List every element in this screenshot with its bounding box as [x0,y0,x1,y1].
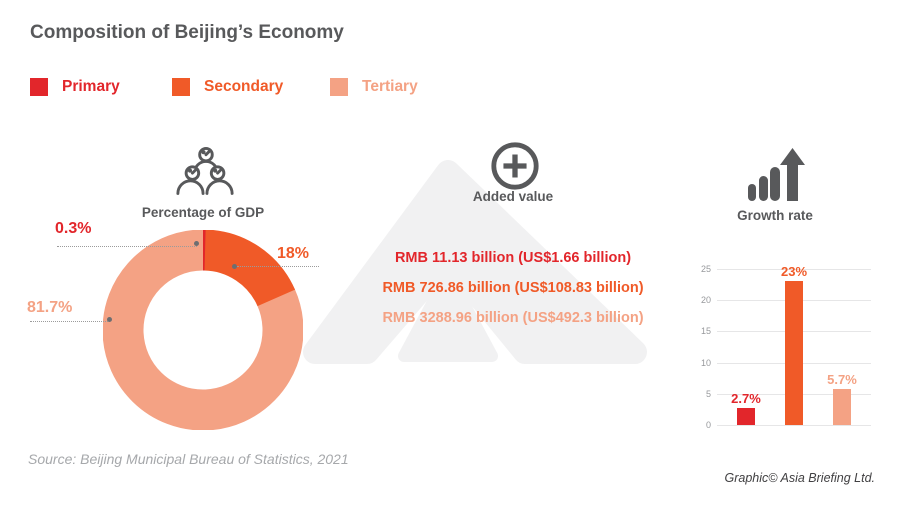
legend: Primary Secondary Tertiary [0,78,900,98]
gdp-donut-chart [103,230,303,430]
page-title: Composition of Beijing’s Economy [30,22,344,43]
leader-dot-tertiary [107,317,112,322]
bar-value-label-primary: 2.7% [731,391,761,407]
legend-item-secondary: Secondary [172,78,283,96]
gridline-25 [717,269,871,270]
bar-value-label-secondary: 23% [780,264,808,280]
gridline-0 [717,425,871,426]
added-value-line-tertiary: RMB 3288.96 billion (US$492.3 billion) [382,310,644,326]
y-tick-25: 25 [700,264,711,274]
y-tick-20: 20 [700,295,711,306]
legend-swatch [330,78,348,96]
plus-circle-icon [491,142,539,190]
y-tick-5: 5 [705,388,711,399]
legend-swatch [172,78,190,96]
y-tick-10: 10 [700,357,711,368]
donut-label-tertiary: 81.7% [27,299,73,316]
growth-rate-bar-chart: 25 20 15 10 5 0 2.7% 23% 5.7% [695,262,880,434]
source-note: Source: Beijing Municipal Bureau of Stat… [28,451,349,467]
legend-label: Tertiary [362,78,418,95]
donut-label-secondary: 18% [277,245,310,262]
growth-section-title: Growth rate [737,208,813,223]
y-tick-15: 15 [700,326,711,337]
bar-value-label-tertiary: 5.7% [827,372,857,388]
leader-line-primary [57,246,197,247]
bar-primary [737,408,755,425]
legend-label: Secondary [204,78,284,95]
leader-dot-primary [194,241,199,246]
y-tick-0: 0 [705,420,711,430]
legend-label: Primary [62,78,120,95]
gdp-section-title: Percentage of GDP [141,205,265,220]
added-value-list: RMB 11.13 billion (US$1.66 billion) RMB 7… [335,250,691,326]
added-value-line-primary: RMB 11.13 billion (US$1.66 billion) [394,250,632,266]
population-icon [176,146,234,195]
legend-item-tertiary: Tertiary [330,78,418,96]
donut-segment-primary [103,230,303,430]
legend-item-primary: Primary [30,78,120,96]
legend-swatch [30,78,48,96]
bar-tertiary [833,389,851,425]
credit-note: Graphic© Asia Briefing Ltd. [724,471,875,485]
leader-line-tertiary [30,321,110,322]
leader-dot-secondary [232,264,237,269]
added-value-line-secondary: RMB 726.86 billion (US$108.83 billion) [382,280,644,296]
leader-line-secondary [237,266,319,267]
bar-secondary [785,281,803,425]
bar-growth-icon [748,148,805,201]
donut-label-primary: 0.3% [55,220,92,237]
added-value-section-title: Added value [472,189,554,204]
